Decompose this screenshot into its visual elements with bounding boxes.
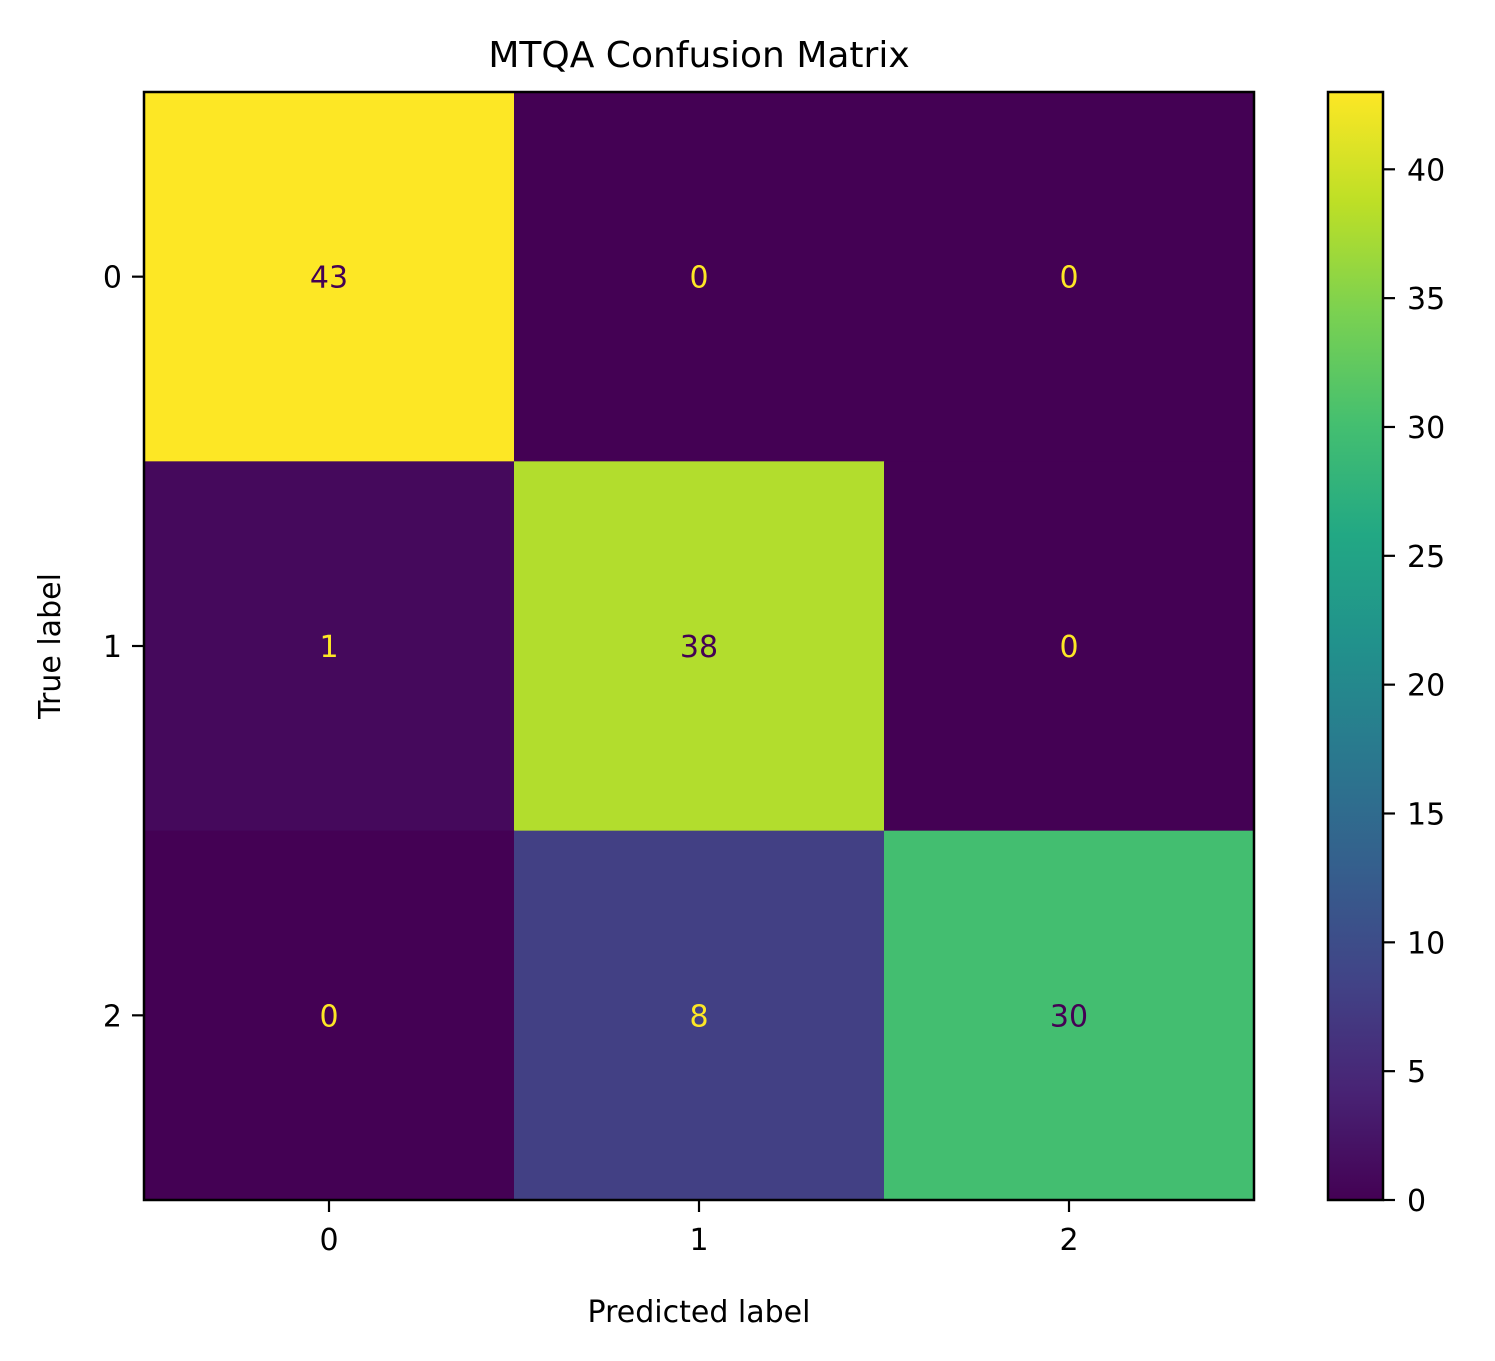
x-tick-label: 1 — [689, 1223, 708, 1258]
heatmap-cell-r1-c0 — [144, 461, 515, 832]
colorbar — [1326, 90, 1385, 1202]
heatmap-cells — [144, 92, 1255, 1201]
colorbar-tick-label: 15 — [1407, 797, 1445, 832]
x-axis-ticks: 0 1 2 — [319, 1200, 1079, 1258]
x-tick-label: 0 — [319, 1223, 338, 1258]
colorbar-ticks: 0 5 10 15 20 25 30 35 40 — [1383, 153, 1445, 1219]
colorbar-tick-label: 40 — [1407, 153, 1445, 188]
y-axis-ticks: 0 1 2 — [103, 261, 144, 1034]
cell-value-r1-c0: 1 — [319, 630, 338, 665]
y-axis-label: True label — [33, 573, 68, 720]
cell-value-r1-c1: 38 — [680, 630, 718, 665]
y-tick-label: 0 — [103, 261, 122, 296]
colorbar-tick-label: 20 — [1407, 669, 1445, 704]
y-tick-label: 2 — [103, 999, 122, 1034]
heatmap-cell-r2-c0 — [144, 830, 515, 1201]
cell-value-r1-c2: 0 — [1059, 630, 1078, 665]
cell-value-r2-c0: 0 — [319, 999, 338, 1034]
cell-value-r0-c2: 0 — [1059, 261, 1078, 296]
colorbar-tick-label: 30 — [1407, 411, 1445, 446]
cell-value-r0-c0: 43 — [310, 261, 348, 296]
y-tick-label: 1 — [103, 630, 122, 665]
x-axis-label: Predicted label — [588, 1295, 811, 1330]
heatmap-cell-r0-c0 — [144, 92, 515, 462]
x-tick-label: 2 — [1059, 1223, 1078, 1258]
heatmap-cell-labels: 43 0 0 1 38 0 0 8 30 — [310, 261, 1088, 1035]
heatmap-cell-r2-c1 — [514, 830, 885, 1201]
colorbar-tick-label: 0 — [1407, 1184, 1426, 1219]
cell-value-r2-c2: 30 — [1050, 999, 1088, 1034]
heatmap-cell-r1-c1 — [514, 461, 885, 832]
cell-value-r2-c1: 8 — [689, 999, 708, 1034]
colorbar-tick-label: 10 — [1407, 926, 1445, 961]
cell-value-r0-c1: 0 — [689, 261, 708, 296]
heatmap-cell-r2-c2 — [884, 830, 1255, 1201]
colorbar-tick-label: 5 — [1407, 1055, 1426, 1090]
colorbar-tick-label: 35 — [1407, 282, 1445, 317]
heatmap-cell-r1-c2 — [884, 461, 1255, 832]
heatmap-cell-r0-c2 — [884, 92, 1255, 462]
chart-title: MTQA Confusion Matrix — [488, 35, 909, 76]
heatmap-cell-r0-c1 — [514, 92, 885, 462]
colorbar-tick-label: 25 — [1407, 540, 1445, 575]
